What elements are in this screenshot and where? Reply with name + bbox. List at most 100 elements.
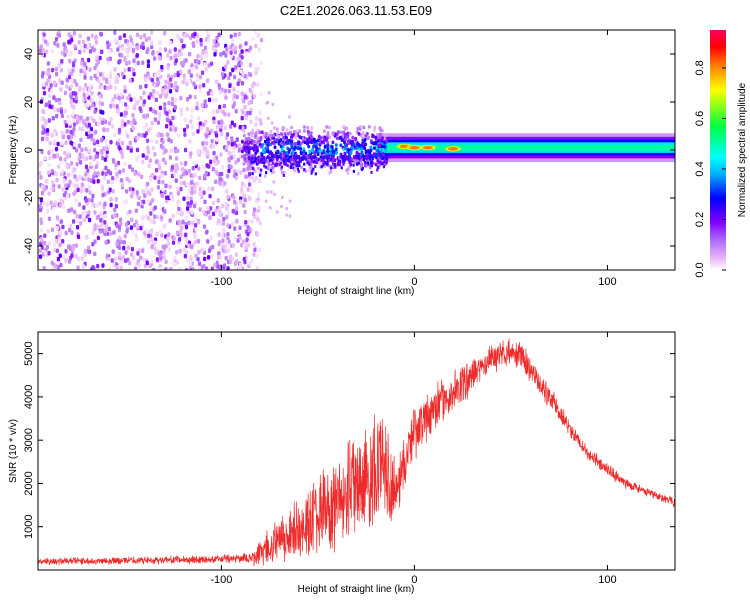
spectrogram-cell bbox=[227, 88, 231, 94]
spectrogram-cell bbox=[376, 168, 379, 172]
spectrogram-cell bbox=[237, 143, 241, 148]
spectrogram-cell bbox=[160, 173, 164, 178]
spectrogram-cell bbox=[150, 228, 154, 233]
spectrogram-cell bbox=[249, 119, 253, 124]
spectrogram-cell bbox=[212, 269, 215, 270]
spectrogram-cell bbox=[313, 155, 316, 159]
spectrogram-cell bbox=[295, 163, 298, 167]
spectrogram-cell bbox=[57, 164, 61, 169]
spectrogram-cell bbox=[163, 84, 167, 90]
spectrogram-cell bbox=[65, 164, 69, 170]
spectrogram-cell bbox=[70, 253, 74, 259]
spectrogram-cell bbox=[161, 244, 165, 250]
spectrogram-cell bbox=[122, 239, 126, 245]
spectrogram-cell bbox=[83, 157, 87, 162]
spectrogram-cell bbox=[256, 82, 260, 87]
spectrogram-cell bbox=[88, 249, 92, 255]
colorbar-gradient bbox=[710, 30, 726, 270]
spectrogram-cell bbox=[67, 208, 71, 214]
spectrogram-cell bbox=[93, 210, 97, 215]
spectrogram-cell bbox=[141, 215, 145, 221]
spectrogram-cell bbox=[380, 157, 383, 161]
spectrogram-cell bbox=[306, 141, 309, 146]
spectrogram-cell bbox=[205, 141, 209, 146]
spectrogram-cell bbox=[343, 159, 346, 163]
spectrogram-cell bbox=[228, 254, 233, 260]
spectrogram-cell bbox=[242, 133, 246, 138]
spectrogram-cell bbox=[221, 233, 225, 239]
spectrogram-cell bbox=[297, 169, 300, 173]
spectrogram-cell bbox=[145, 186, 149, 192]
spectrogram-cell bbox=[377, 160, 380, 164]
spectrogram-cell bbox=[129, 97, 133, 102]
spectrogram-cell bbox=[204, 170, 208, 176]
spectrogram-cell bbox=[245, 145, 249, 150]
spectrogram-cell bbox=[189, 119, 193, 124]
spectrogram-cell bbox=[251, 160, 254, 164]
spectrogram-cell bbox=[96, 69, 100, 75]
spectrogram-cell bbox=[264, 199, 268, 203]
spectrogram-cell bbox=[275, 156, 278, 160]
spectrogram-cell bbox=[62, 178, 66, 183]
spectrogram-band bbox=[375, 144, 675, 151]
spectrogram-cell bbox=[225, 132, 230, 137]
spectrogram-x-label: Height of straight line (km) bbox=[298, 286, 415, 297]
spectrogram-cell bbox=[247, 177, 251, 183]
spectrogram-cell bbox=[169, 148, 173, 153]
spectrogram-cell bbox=[189, 73, 193, 78]
spectrogram-cell bbox=[38, 207, 43, 213]
spectrogram-cell bbox=[55, 238, 59, 244]
spectrogram-cell bbox=[106, 179, 110, 185]
spectrogram-cell bbox=[231, 67, 235, 73]
spectrogram-cell bbox=[315, 142, 319, 146]
spectrogram-cell bbox=[237, 62, 241, 67]
spectrogram-cell bbox=[297, 140, 301, 145]
spectrogram-cell bbox=[383, 160, 386, 164]
spectrogram-cell bbox=[202, 224, 207, 229]
spectrogram-cell bbox=[80, 153, 85, 158]
spectrogram-cell bbox=[250, 219, 254, 224]
spectrogram-cell bbox=[119, 149, 123, 155]
spectrogram-cell bbox=[356, 126, 360, 131]
spectrogram-cell bbox=[257, 47, 261, 52]
spectrogram-cell bbox=[64, 249, 68, 254]
spectrogram-cell bbox=[331, 140, 335, 145]
spectrogram-cell bbox=[44, 102, 48, 108]
spectrogram-cell bbox=[75, 115, 79, 120]
spectrogram-cell bbox=[323, 160, 327, 165]
spectrogram-cell bbox=[227, 168, 231, 174]
spectrogram-cell bbox=[247, 243, 251, 248]
spectrogram-cell bbox=[301, 157, 304, 161]
spectrogram-cell bbox=[109, 104, 113, 109]
spectrogram-cell bbox=[232, 93, 237, 98]
spectrogram-cell bbox=[330, 157, 333, 161]
spectrogram-cell bbox=[68, 51, 72, 57]
spectrogram-cell bbox=[195, 105, 199, 111]
spectrogram-cell bbox=[142, 113, 146, 119]
spectrogram-cell bbox=[171, 240, 176, 245]
spectrogram-cell bbox=[298, 155, 301, 159]
spectrogram-cell bbox=[54, 36, 59, 42]
spectrogram-cell bbox=[216, 198, 220, 203]
spectrogram-cell bbox=[109, 84, 113, 90]
spectrogram-cell bbox=[147, 239, 151, 245]
spectrogram-cell bbox=[177, 219, 181, 225]
spectrogram-cell bbox=[141, 159, 145, 165]
spectrogram-cell bbox=[158, 94, 163, 99]
spectrogram-cell bbox=[47, 191, 51, 196]
spectrogram-cell bbox=[61, 204, 66, 209]
spectrogram-cell bbox=[203, 62, 207, 67]
spectrogram-cell bbox=[130, 167, 135, 172]
spectrogram-cell bbox=[82, 66, 86, 72]
spectrogram-cell bbox=[48, 104, 52, 109]
spectrogram-cell bbox=[82, 61, 86, 66]
spectrogram-cell bbox=[86, 116, 90, 121]
spectrogram-cell bbox=[120, 140, 125, 146]
spectrogram-cell bbox=[259, 145, 263, 149]
spectrogram-y-label: Frequency (Hz) bbox=[8, 116, 19, 185]
spectrogram-cell bbox=[136, 60, 140, 66]
spectrogram-cell bbox=[113, 257, 118, 262]
spectrogram-cell bbox=[198, 74, 202, 80]
spectrogram-cell bbox=[149, 237, 153, 242]
spectrogram-cell bbox=[150, 244, 154, 250]
